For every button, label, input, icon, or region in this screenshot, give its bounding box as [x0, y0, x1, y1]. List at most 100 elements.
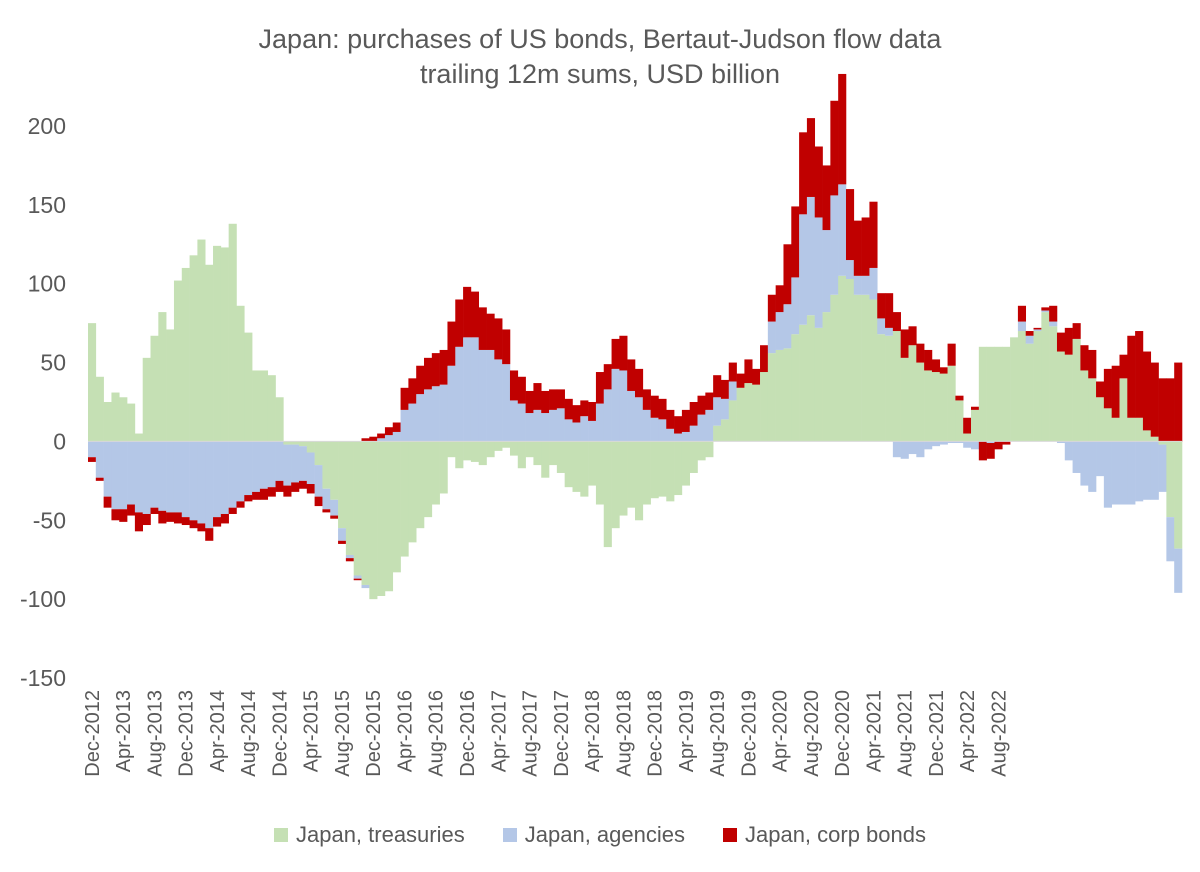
bar-segment-corp-bonds — [689, 402, 698, 426]
bar-segment-treasuries — [752, 384, 761, 442]
bar-segment-treasuries — [502, 441, 511, 448]
bar-segment-corp-bonds — [1041, 307, 1050, 311]
bar-segment-corp-bonds — [869, 201, 878, 268]
bar-segment-corp-bonds — [939, 367, 948, 374]
bar-segment-corp-bonds — [1150, 362, 1159, 437]
bar-segment-corp-bonds — [478, 307, 487, 350]
bar-segment-treasuries — [416, 441, 425, 529]
bar-segment-treasuries — [142, 357, 151, 442]
bar-segment-corp-bonds — [822, 165, 831, 231]
bar-segment-corp-bonds — [330, 515, 339, 519]
bar-segment-corp-bonds — [603, 364, 612, 390]
bar-segment-corp-bonds — [791, 206, 800, 278]
bar-segment-agencies — [674, 433, 683, 442]
bar-segment-treasuries — [728, 400, 737, 442]
bar-segment-corp-bonds — [463, 286, 472, 338]
bar-segment-corp-bonds — [955, 395, 964, 401]
bar-segment-treasuries — [806, 315, 816, 442]
x-tick-label: Apr-2013 — [113, 690, 135, 772]
bar-segment-corp-bonds — [173, 512, 183, 524]
bar-segment-corp-bonds — [369, 436, 378, 442]
bar-segment-treasuries — [259, 370, 269, 442]
bar-segment-corp-bonds — [220, 513, 229, 524]
bar-segment-corp-bonds — [134, 512, 143, 532]
bar-segment-treasuries — [267, 375, 276, 442]
bar-segment-agencies — [814, 217, 823, 328]
bar-segment-treasuries — [838, 275, 847, 442]
bar-segment-agencies — [1064, 441, 1073, 461]
bar-segment-agencies — [1041, 310, 1050, 313]
y-tick-label: 50 — [40, 350, 66, 376]
bar-segment-corp-bonds — [713, 375, 722, 398]
bar-segment-agencies — [291, 444, 300, 483]
legend-item-agencies: Japan, agencies — [502, 822, 685, 848]
y-tick-label: 100 — [28, 271, 66, 297]
bar-segment-treasuries — [119, 397, 128, 442]
bar-segment-corp-bonds — [455, 299, 464, 347]
bar-segment-agencies — [494, 359, 503, 442]
bar-segment-agencies — [1072, 441, 1081, 473]
bar-segment-corp-bonds — [197, 523, 206, 532]
bar-segment-corp-bonds — [541, 390, 550, 414]
bar-segment-treasuries — [353, 441, 362, 576]
bar-segment-treasuries — [736, 387, 745, 442]
bar-segment-agencies — [322, 488, 331, 510]
bar-segment-treasuries — [1142, 430, 1152, 442]
bar-segment-agencies — [1174, 548, 1183, 593]
bar-segment-corp-bonds — [470, 291, 480, 338]
bar-segment-agencies — [275, 441, 284, 481]
bar-segment-treasuries — [697, 441, 706, 461]
bar-segment-corp-bonds — [947, 343, 956, 366]
bar-segment-treasuries — [275, 397, 284, 442]
bar-segment-agencies — [213, 441, 222, 518]
bar-segment-treasuries — [627, 441, 636, 508]
bar-segment-corp-bonds — [228, 507, 237, 514]
x-tick-label: Dec-2016 — [457, 690, 479, 777]
bar-segment-corp-bonds — [205, 528, 214, 541]
bar-segment-agencies — [916, 441, 925, 458]
bar-segment-agencies — [822, 230, 831, 313]
bar-segment-corp-bonds — [736, 373, 745, 388]
bar-segment-agencies — [166, 441, 175, 513]
bar-segment-corp-bonds — [236, 501, 245, 508]
bar-segment-agencies — [619, 370, 628, 442]
bar-segment-treasuries — [205, 264, 214, 442]
bar-segment-corp-bonds — [1002, 441, 1011, 445]
bar-segment-treasuries — [900, 357, 909, 442]
bar-segment-agencies — [1119, 441, 1128, 505]
bar-segment-agencies — [595, 403, 605, 442]
bar-segment-treasuries — [150, 335, 159, 442]
bar-segment-corp-bonds — [650, 395, 659, 418]
bar-segment-agencies — [517, 403, 526, 442]
bar-segment-corp-bonds — [525, 390, 534, 414]
bar-segment-treasuries — [720, 419, 730, 442]
bar-segment-treasuries — [861, 294, 870, 442]
bar-segment-agencies — [486, 349, 495, 442]
bar-segment-treasuries — [463, 441, 472, 461]
bar-segment-corp-bonds — [963, 417, 972, 434]
bar-segment-agencies — [1056, 441, 1066, 444]
bar-segment-corp-bonds — [799, 132, 808, 215]
bar-segment-corp-bonds — [971, 406, 980, 410]
bar-segment-agencies — [861, 275, 870, 295]
legend-label-treasuries: Japan, treasuries — [295, 822, 465, 847]
bar-segment-agencies — [228, 441, 237, 508]
legend-item-corp-bonds: Japan, corp bonds — [722, 822, 926, 848]
bar-segment-corp-bonds — [119, 509, 128, 522]
bar-segment-corp-bonds — [931, 359, 941, 373]
bar-segment-agencies — [658, 419, 667, 442]
bar-segment-agencies — [205, 441, 214, 529]
bar-segment-agencies — [533, 409, 542, 442]
bar-segment-agencies — [439, 384, 448, 442]
bar-segment-agencies — [127, 441, 136, 505]
bar-segment-treasuries — [556, 441, 565, 473]
bar-segment-treasuries — [1002, 346, 1011, 442]
bar-segment-treasuries — [635, 441, 644, 521]
bar-segment-agencies — [845, 260, 855, 279]
bar-segment-corp-bonds — [1166, 378, 1175, 442]
bar-segment-agencies — [173, 441, 183, 513]
bar-segment-corp-bonds — [744, 359, 753, 384]
bar-segment-corp-bonds — [166, 512, 175, 522]
bar-segment-corp-bonds — [845, 189, 855, 261]
bar-segment-corp-bonds — [1017, 305, 1027, 322]
